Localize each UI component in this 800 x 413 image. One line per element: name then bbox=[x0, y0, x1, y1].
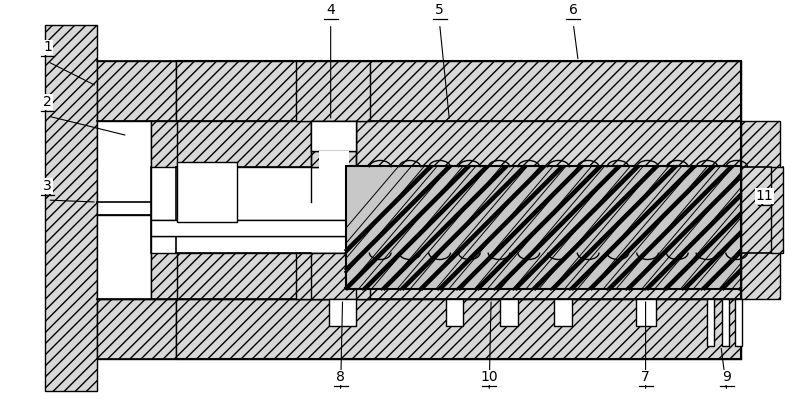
Bar bbox=[741, 121, 780, 299]
Bar bbox=[771, 167, 783, 253]
Bar bbox=[176, 299, 741, 358]
Bar bbox=[176, 253, 741, 299]
Bar bbox=[636, 299, 655, 326]
Text: 5: 5 bbox=[435, 3, 444, 17]
Bar bbox=[97, 62, 176, 121]
Bar bbox=[346, 166, 741, 289]
Bar bbox=[311, 253, 357, 299]
Bar bbox=[296, 62, 370, 121]
Text: 9: 9 bbox=[722, 370, 731, 384]
Bar bbox=[296, 253, 370, 299]
Text: 8: 8 bbox=[336, 370, 345, 384]
Bar bbox=[311, 121, 357, 167]
Bar bbox=[151, 253, 177, 299]
Text: 11: 11 bbox=[755, 189, 774, 203]
Bar bbox=[722, 299, 729, 346]
Text: 4: 4 bbox=[326, 3, 335, 17]
Text: 10: 10 bbox=[480, 370, 498, 384]
Bar bbox=[177, 162, 237, 222]
Bar bbox=[46, 25, 97, 391]
Bar bbox=[176, 121, 741, 167]
Bar bbox=[554, 299, 572, 326]
Bar bbox=[329, 299, 357, 326]
Bar bbox=[446, 299, 463, 326]
Bar bbox=[151, 220, 346, 236]
Text: 1: 1 bbox=[43, 40, 52, 55]
Bar bbox=[500, 299, 518, 326]
Bar bbox=[151, 121, 177, 167]
Bar bbox=[346, 166, 741, 289]
Text: 7: 7 bbox=[642, 370, 650, 384]
Bar bbox=[734, 299, 742, 346]
Text: 3: 3 bbox=[43, 179, 52, 193]
Text: 6: 6 bbox=[569, 3, 578, 17]
Bar bbox=[97, 121, 151, 215]
Bar bbox=[176, 62, 741, 121]
Text: 2: 2 bbox=[43, 95, 52, 109]
Bar bbox=[97, 299, 176, 358]
Bar bbox=[311, 121, 357, 151]
Bar bbox=[707, 299, 714, 346]
Bar bbox=[97, 215, 151, 299]
Bar bbox=[318, 151, 349, 202]
